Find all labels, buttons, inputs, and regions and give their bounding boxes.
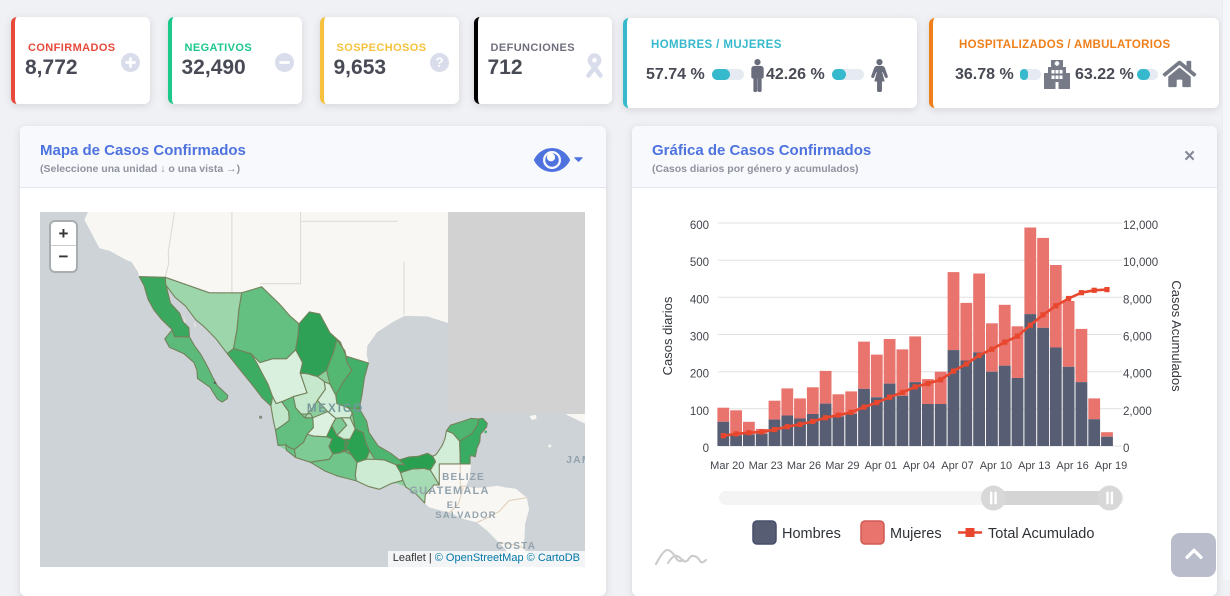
- svg-text:SALVADOR: SALVADOR: [435, 510, 497, 521]
- svg-text:Mar 26: Mar 26: [787, 460, 821, 472]
- svg-text:MEXICO: MEXICO: [307, 403, 364, 415]
- svg-text:4,000: 4,000: [1123, 369, 1152, 381]
- svg-text:2,000: 2,000: [1123, 406, 1152, 418]
- svg-text:GUATEMALA: GUATEMALA: [409, 485, 489, 497]
- svg-text:8,000: 8,000: [1123, 294, 1152, 306]
- svg-text:COSTA: COSTA: [496, 541, 536, 552]
- svg-text:Apr 07: Apr 07: [941, 460, 973, 472]
- svg-text:EL: EL: [447, 500, 462, 511]
- svg-text:?: ?: [435, 55, 443, 70]
- svg-text:Casos diarios: Casos diarios: [660, 296, 675, 375]
- svg-text:Apr 04: Apr 04: [903, 460, 935, 472]
- svg-text:200: 200: [690, 369, 709, 381]
- svg-text:Apr 16: Apr 16: [1056, 460, 1088, 472]
- svg-text:Apr 10: Apr 10: [980, 460, 1012, 472]
- svg-text:Apr 19: Apr 19: [1095, 460, 1127, 472]
- svg-text:100: 100: [690, 406, 709, 418]
- svg-text:Casos Acumulados: Casos Acumulados: [1169, 280, 1184, 392]
- svg-text:400: 400: [690, 294, 709, 306]
- svg-text:Total Acumulado: Total Acumulado: [988, 526, 1094, 542]
- svg-text:300: 300: [690, 332, 709, 344]
- svg-text:Mar 29: Mar 29: [825, 460, 859, 472]
- svg-text:12,000: 12,000: [1123, 220, 1158, 232]
- svg-text:Apr 13: Apr 13: [1018, 460, 1050, 472]
- svg-text:10,000: 10,000: [1123, 257, 1158, 269]
- svg-text:Apr 01: Apr 01: [865, 460, 897, 472]
- svg-text:BELIZE: BELIZE: [442, 472, 485, 483]
- svg-text:Mar 23: Mar 23: [749, 460, 783, 472]
- svg-text:0: 0: [703, 443, 709, 455]
- svg-text:6,000: 6,000: [1123, 332, 1152, 344]
- svg-text:Mar 20: Mar 20: [710, 460, 744, 472]
- svg-text:Hombres: Hombres: [782, 526, 841, 542]
- svg-text:500: 500: [690, 257, 709, 269]
- svg-text:Mujeres: Mujeres: [890, 526, 942, 542]
- svg-text:JAM: JAM: [566, 454, 585, 466]
- svg-text:0: 0: [1123, 443, 1129, 455]
- svg-text:600: 600: [690, 220, 709, 232]
